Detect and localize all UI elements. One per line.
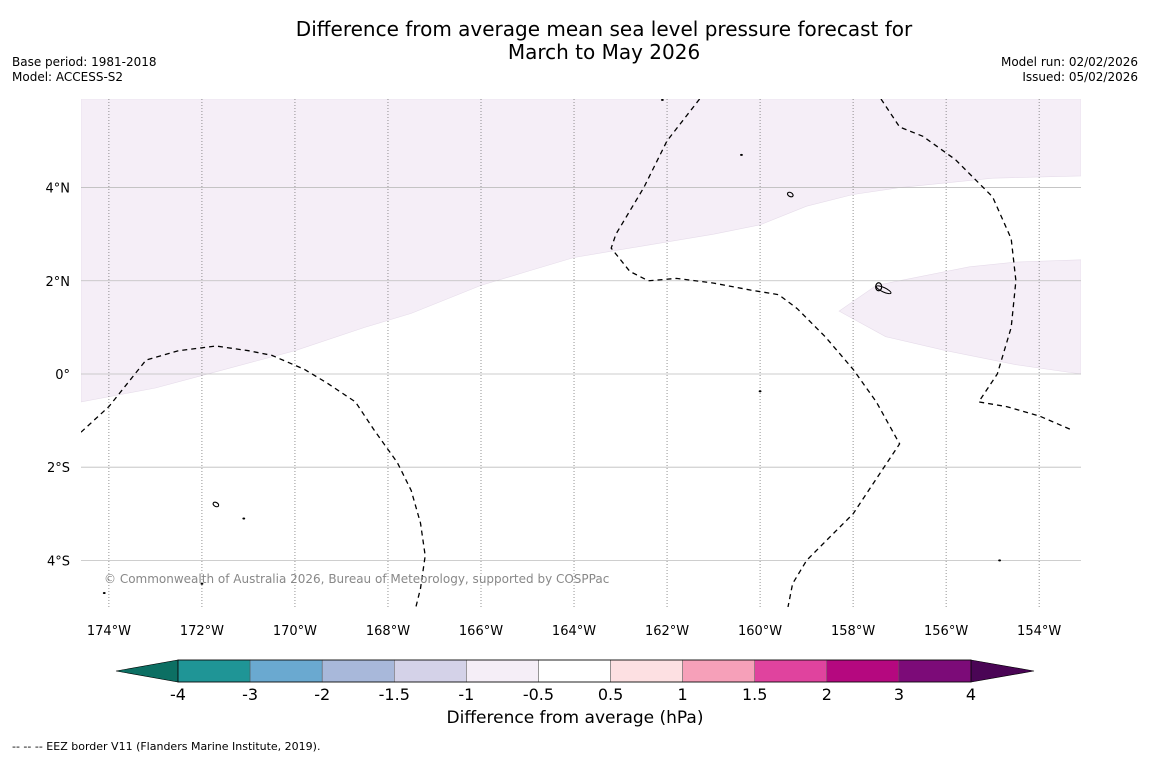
- lat-tick-label: 0°: [55, 368, 70, 383]
- colorbar-tick-label: -0.5: [523, 685, 554, 704]
- eez-west-border: [81, 345, 426, 607]
- colorbar-tick-label: -1.5: [379, 685, 410, 704]
- island-dot: [998, 559, 1002, 562]
- colorbar-frame: [177, 659, 972, 683]
- lon-tick-label: 174°W: [87, 624, 131, 639]
- island-dot: [242, 517, 246, 520]
- lat-tick-label: 2°N: [46, 275, 71, 290]
- colorbar-segment: [826, 659, 900, 683]
- colorbar-tick-label: 1: [678, 685, 688, 704]
- colorbar-tick-label: 0.5: [598, 685, 623, 704]
- island-islet: [786, 191, 794, 198]
- colorbar-segment: [249, 659, 323, 683]
- lat-tick-label: 2°S: [47, 461, 70, 476]
- lon-tick-label: 172°W: [180, 624, 224, 639]
- lat-tick-label: 4°S: [47, 554, 70, 569]
- island-atoll-core: [875, 282, 883, 292]
- colorbar-under-arrow: [115, 659, 179, 683]
- title-line-1: Difference from average mean sea level p…: [295, 17, 913, 41]
- colorbar-over-arrow: [970, 659, 1035, 683]
- colorbar-segment: [754, 659, 828, 683]
- colorbar-tick-label: -2: [314, 685, 330, 704]
- eez-north-border: [610, 99, 901, 607]
- lon-tick-label: 168°W: [366, 624, 410, 639]
- island-atoll: [875, 285, 892, 295]
- colorbar-segment: [177, 659, 251, 683]
- lon-tick-label: 166°W: [459, 624, 503, 639]
- colorbar: -4 -3 -2 -1.5 -1 -0.5 0.5 1 1.5 2 3 4: [115, 659, 1035, 704]
- eez-footnote: -- -- -- EEZ border V11 (Flanders Marine…: [12, 740, 321, 753]
- lon-tick-label: 158°W: [831, 624, 875, 639]
- lon-tick-label: 164°W: [552, 624, 596, 639]
- island-dot: [758, 390, 762, 393]
- anomaly-region-1: [81, 99, 1081, 403]
- colorbar-segment: [321, 659, 395, 683]
- colorbar-tick-label: 1.5: [742, 685, 767, 704]
- island-dot: [740, 153, 743, 156]
- lon-tick-label: 154°W: [1017, 624, 1061, 639]
- colorbar-segment: [682, 659, 755, 683]
- island-dot: [660, 99, 664, 101]
- lon-tick-label: 160°W: [738, 624, 782, 639]
- colorbar-tick-label: 3: [894, 685, 904, 704]
- eez-east-border: [880, 99, 1072, 431]
- copyright-text: © Commonwealth of Australia 2026, Bureau…: [104, 572, 609, 586]
- anomaly-region-2: [838, 259, 1081, 375]
- lat-tick-label: 4°N: [46, 182, 71, 197]
- island-dot: [102, 592, 106, 595]
- colorbar-segment: [394, 659, 467, 683]
- title-line-2: March to May 2026: [507, 40, 701, 64]
- map-area: 4°N 2°N 0° 2°S 4°S 174°W 172°W 170°W 168°W 166°W 1…: [46, 99, 1081, 639]
- model-text: Model: ACCESS-S2: [12, 70, 124, 84]
- island-dot: [200, 582, 204, 585]
- colorbar-tick-label: -1: [458, 685, 474, 704]
- colorbar-label: Difference from average (hPa): [446, 708, 704, 728]
- issued-text: Issued: 05/02/2026: [1022, 70, 1138, 84]
- colorbar-segment: [898, 659, 972, 683]
- colorbar-tick-label: 4: [966, 685, 976, 704]
- island-islet: [212, 501, 220, 508]
- colorbar-tick-label: -4: [170, 685, 186, 704]
- colorbar-segment: [538, 659, 611, 683]
- model-run-text: Model run: 02/02/2026: [1000, 55, 1138, 69]
- meta-right: Model run: 02/02/2026 Issued: 05/02/2026: [1001, 55, 1138, 85]
- colorbar-segment: [466, 659, 539, 683]
- base-period-text: Base period: 1981-2018: [12, 55, 157, 69]
- lon-tick-label: 156°W: [924, 624, 968, 639]
- colorbar-tick-label: -3: [242, 685, 258, 704]
- lon-tick-label: 162°W: [645, 624, 689, 639]
- colorbar-tick-label: 2: [822, 685, 832, 704]
- chart-title: Difference from average mean sea level p…: [0, 18, 1150, 64]
- colorbar-segment: [610, 659, 683, 683]
- lon-tick-label: 170°W: [273, 624, 317, 639]
- meta-left: Base period: 1981-2018 Model: ACCESS-S2: [12, 55, 157, 85]
